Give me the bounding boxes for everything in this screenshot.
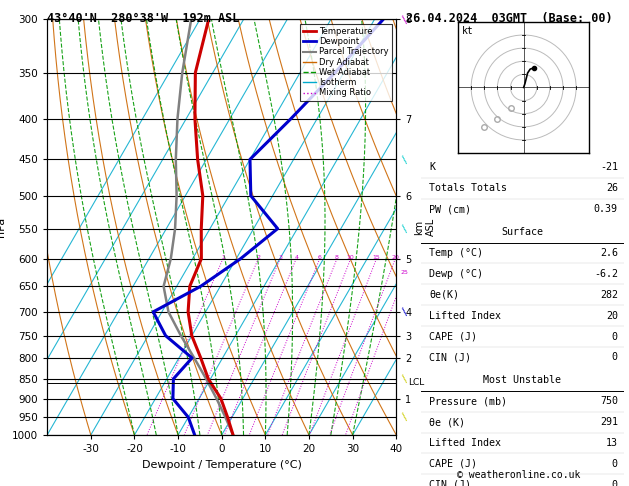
X-axis label: Dewpoint / Temperature (°C): Dewpoint / Temperature (°C) bbox=[142, 460, 302, 469]
Text: /: / bbox=[401, 307, 410, 317]
Text: LCL: LCL bbox=[408, 379, 425, 387]
Text: Lifted Index: Lifted Index bbox=[429, 438, 501, 448]
Text: CIN (J): CIN (J) bbox=[429, 480, 471, 486]
Text: 25: 25 bbox=[401, 271, 409, 276]
Y-axis label: km
ASL: km ASL bbox=[415, 218, 436, 236]
Text: 15: 15 bbox=[372, 256, 381, 260]
Text: -21: -21 bbox=[600, 162, 618, 173]
Text: 4: 4 bbox=[294, 256, 298, 260]
Text: -6.2: -6.2 bbox=[594, 269, 618, 279]
Legend: Temperature, Dewpoint, Parcel Trajectory, Dry Adiabat, Wet Adiabat, Isotherm, Mi: Temperature, Dewpoint, Parcel Trajectory… bbox=[300, 24, 392, 101]
Text: 6: 6 bbox=[318, 256, 321, 260]
Text: 43°40'N  280°38'W  192m ASL: 43°40'N 280°38'W 192m ASL bbox=[47, 12, 240, 25]
Text: CAPE (J): CAPE (J) bbox=[429, 459, 477, 469]
Text: /: / bbox=[401, 413, 410, 422]
Text: K: K bbox=[429, 162, 435, 173]
Text: Surface: Surface bbox=[501, 227, 543, 237]
Text: /: / bbox=[401, 15, 410, 24]
Text: 20: 20 bbox=[606, 311, 618, 321]
Text: 0: 0 bbox=[612, 352, 618, 363]
Text: 0: 0 bbox=[612, 480, 618, 486]
Text: 2.6: 2.6 bbox=[600, 248, 618, 258]
Text: 3: 3 bbox=[278, 256, 282, 260]
Text: Most Unstable: Most Unstable bbox=[483, 375, 562, 385]
Text: 0.39: 0.39 bbox=[594, 204, 618, 214]
Text: 13: 13 bbox=[606, 438, 618, 448]
Text: 1: 1 bbox=[221, 256, 225, 260]
Text: θe (K): θe (K) bbox=[429, 417, 465, 427]
Text: CIN (J): CIN (J) bbox=[429, 352, 471, 363]
Text: kt: kt bbox=[462, 26, 474, 36]
Text: 20: 20 bbox=[391, 256, 399, 260]
Text: Totals Totals: Totals Totals bbox=[429, 183, 507, 193]
Text: 750: 750 bbox=[600, 396, 618, 406]
Text: 10: 10 bbox=[347, 256, 355, 260]
Text: 26.04.2024  03GMT  (Base: 00): 26.04.2024 03GMT (Base: 00) bbox=[406, 12, 612, 25]
Text: 0: 0 bbox=[612, 459, 618, 469]
Y-axis label: hPa: hPa bbox=[0, 217, 6, 237]
Text: θe(K): θe(K) bbox=[429, 290, 459, 300]
Text: PW (cm): PW (cm) bbox=[429, 204, 471, 214]
Text: /: / bbox=[401, 374, 410, 384]
Text: Dewp (°C): Dewp (°C) bbox=[429, 269, 483, 279]
Text: /: / bbox=[401, 155, 410, 164]
Text: 0: 0 bbox=[612, 331, 618, 342]
Text: 2: 2 bbox=[256, 256, 260, 260]
Text: CAPE (J): CAPE (J) bbox=[429, 331, 477, 342]
Text: Pressure (mb): Pressure (mb) bbox=[429, 396, 507, 406]
Text: Temp (°C): Temp (°C) bbox=[429, 248, 483, 258]
Text: 8: 8 bbox=[335, 256, 339, 260]
Text: © weatheronline.co.uk: © weatheronline.co.uk bbox=[457, 470, 581, 480]
Text: 291: 291 bbox=[600, 417, 618, 427]
Text: /: / bbox=[401, 224, 410, 233]
Text: Lifted Index: Lifted Index bbox=[429, 311, 501, 321]
Text: 26: 26 bbox=[606, 183, 618, 193]
Text: 282: 282 bbox=[600, 290, 618, 300]
